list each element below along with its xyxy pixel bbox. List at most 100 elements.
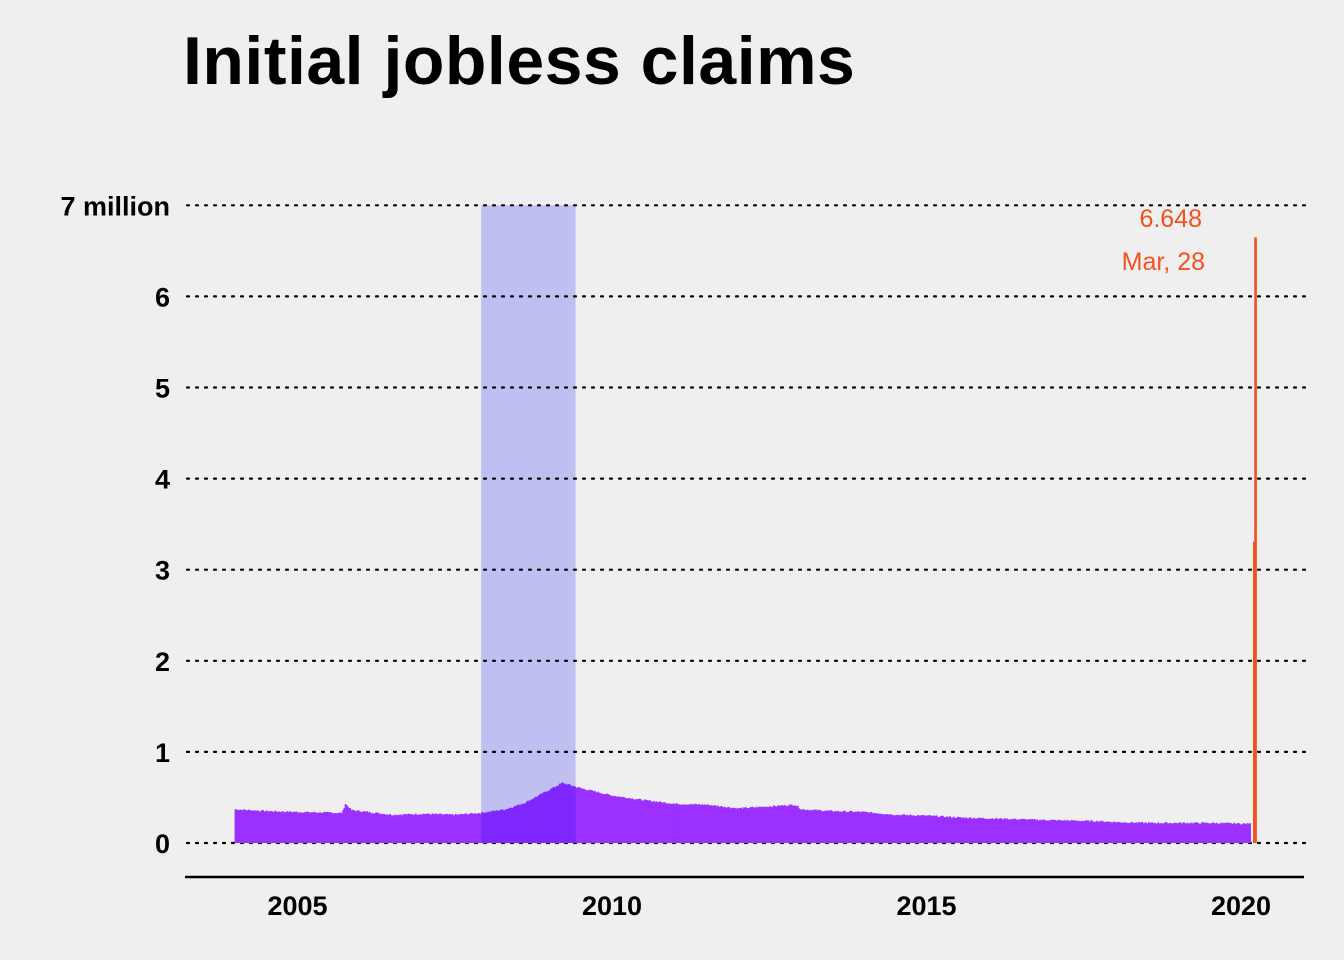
- bar: [818, 810, 821, 843]
- bar: [638, 798, 641, 843]
- bar: [718, 806, 721, 843]
- bar: [533, 798, 535, 843]
- bar: [425, 813, 428, 843]
- bar: [1180, 823, 1183, 843]
- bar: [626, 798, 629, 843]
- bar: [1053, 819, 1056, 843]
- bar: [1097, 821, 1099, 843]
- bar: [1088, 821, 1091, 843]
- bar: [562, 782, 564, 843]
- bar: [347, 806, 349, 843]
- bar: [691, 804, 694, 843]
- bar: [339, 812, 342, 843]
- bar: [1007, 819, 1010, 843]
- bar: [486, 812, 488, 843]
- bar: [371, 813, 373, 843]
- bar: [748, 807, 751, 843]
- bar: [711, 805, 713, 843]
- bar: [787, 805, 789, 843]
- bar: [1228, 822, 1231, 843]
- bar: [379, 813, 382, 843]
- annotation-date: Mar, 28: [1122, 248, 1205, 276]
- bar: [538, 795, 540, 843]
- bar: [703, 804, 706, 843]
- bar: [1080, 821, 1082, 843]
- bar: [282, 811, 285, 843]
- bar: [817, 809, 820, 843]
- bar: [784, 806, 787, 843]
- bar: [1188, 823, 1191, 843]
- bar: [1129, 822, 1132, 843]
- bar: [659, 801, 661, 843]
- bar: [296, 811, 298, 843]
- bar: [475, 813, 477, 843]
- y-tick-label: 7 million: [60, 191, 170, 221]
- bar: [527, 800, 529, 843]
- bar: [431, 813, 434, 843]
- bar: [913, 815, 915, 843]
- bar: [639, 799, 642, 843]
- bar: [993, 819, 995, 843]
- bar: [726, 807, 729, 843]
- bar: [614, 796, 616, 843]
- bar: [413, 814, 416, 843]
- bar: [332, 813, 335, 843]
- bar: [700, 804, 702, 843]
- bar: [569, 785, 572, 843]
- bar: [285, 812, 287, 843]
- bar: [459, 813, 462, 843]
- bar: [799, 809, 802, 843]
- bar: [904, 815, 907, 843]
- bar: [867, 812, 869, 843]
- bar: [1178, 822, 1180, 843]
- bar: [495, 810, 498, 843]
- bar: [491, 811, 493, 843]
- bar: [1112, 821, 1115, 843]
- bar: [587, 790, 590, 843]
- y-tick-label: 3: [155, 556, 170, 586]
- bar: [1012, 818, 1014, 843]
- bar: [243, 809, 245, 843]
- bar: [465, 813, 468, 843]
- bar: [572, 786, 574, 843]
- bar: [724, 807, 727, 843]
- bar: [484, 812, 487, 843]
- bar: [1008, 819, 1011, 843]
- bar: [1043, 819, 1046, 843]
- bar: [759, 806, 762, 843]
- bar: [679, 804, 682, 843]
- bar: [318, 812, 320, 843]
- bar: [1238, 823, 1241, 843]
- bar: [769, 806, 771, 843]
- bar: [990, 818, 993, 843]
- bar: [973, 817, 976, 843]
- bar: [786, 805, 788, 843]
- bar: [510, 807, 512, 843]
- bar: [1172, 823, 1174, 843]
- bar: [281, 811, 284, 843]
- bar: [846, 811, 849, 843]
- bar: [241, 810, 244, 843]
- bar: [723, 806, 725, 843]
- bar: [644, 799, 647, 843]
- bar: [1193, 822, 1196, 843]
- bar: [654, 802, 656, 843]
- bar: [797, 805, 799, 843]
- bar: [1239, 824, 1242, 843]
- bar: [275, 811, 278, 843]
- bar: [1064, 819, 1066, 843]
- bar: [420, 814, 423, 843]
- bar: [982, 817, 984, 843]
- bar: [861, 811, 863, 843]
- bar: [1169, 822, 1172, 843]
- bar: [884, 814, 886, 843]
- bar: [764, 807, 766, 843]
- bar: [272, 811, 274, 843]
- bar: [742, 807, 745, 843]
- bar: [1167, 823, 1169, 843]
- bar: [1241, 824, 1243, 843]
- bar: [815, 809, 817, 843]
- bar: [343, 808, 346, 843]
- bar: [443, 814, 446, 843]
- bar: [1152, 823, 1155, 843]
